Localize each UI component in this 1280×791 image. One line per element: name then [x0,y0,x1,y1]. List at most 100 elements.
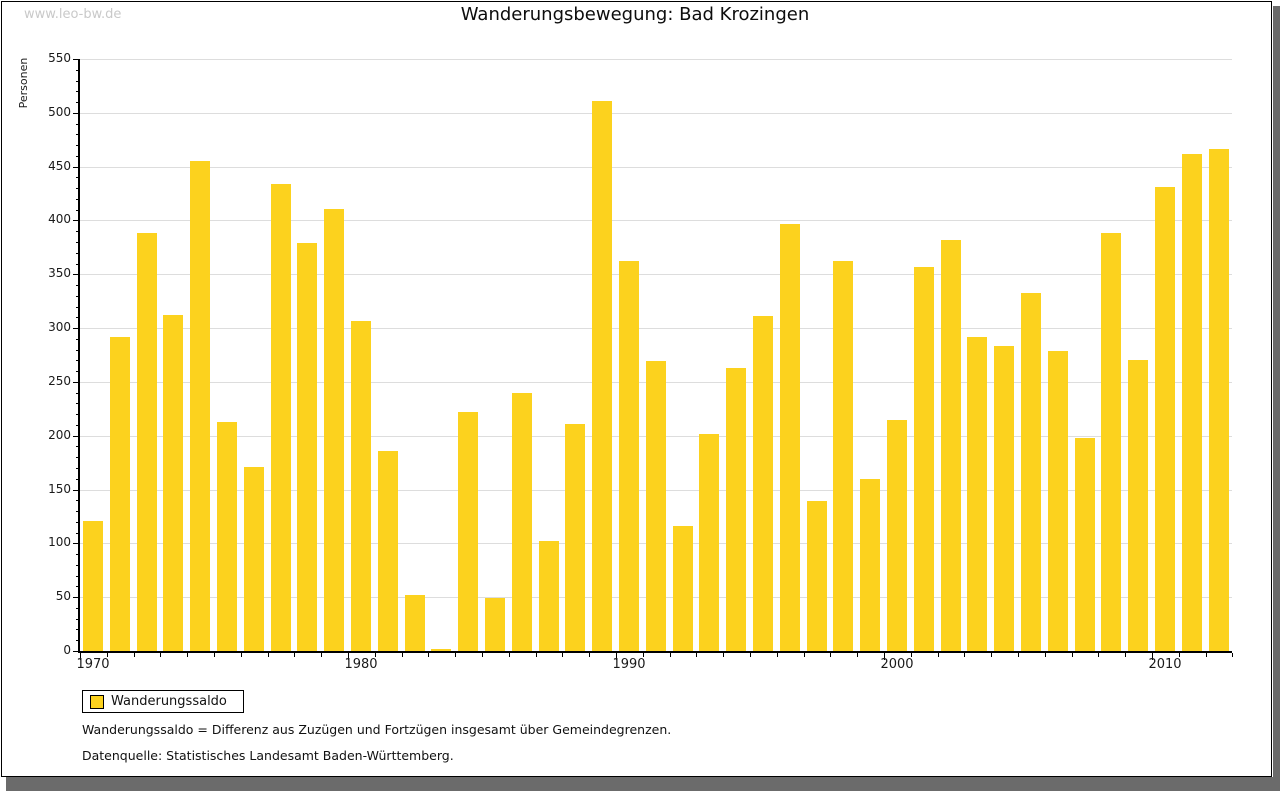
frame-shadow-bottom [6,777,1273,791]
y-tick-490 [76,123,80,125]
footnote-source: Datenquelle: Statistisches Landesamt Bad… [82,748,454,763]
y-axis-line [78,59,80,652]
y-tick-480 [76,134,80,136]
y-tick-60 [76,586,80,588]
y-tick-130 [76,511,80,513]
legend: Wanderungssaldo [82,690,244,713]
y-tick-510 [76,102,80,104]
frame-shadow-right [1273,6,1280,791]
y-tick-310 [76,317,80,319]
y-tick-110 [76,532,80,534]
bar-2008 [1101,233,1122,651]
y-tick-100 [73,543,80,545]
bar-2006 [1047,351,1068,651]
y-tick-50 [73,597,80,599]
bar-2004 [994,346,1015,651]
bar-1971 [109,337,130,651]
y-tick-540 [76,69,80,71]
y-tick-10 [76,640,80,642]
x-tick-27 [803,653,805,657]
y-tick-80 [76,564,80,566]
y-tick-470 [76,145,80,147]
legend-label: Wanderungssaldo [111,694,227,709]
x-tick-8 [294,653,296,657]
y-tick-300 [73,328,80,330]
bar-2001 [913,267,934,651]
plot-area [80,59,1232,651]
y-tick-30 [76,618,80,620]
bar-1998 [833,261,854,651]
x-tick-13 [428,653,430,657]
x-tick-7 [267,653,269,657]
bar-2007 [1074,438,1095,651]
x-tick-2 [133,653,135,657]
x-tick-4 [187,653,189,657]
x-tick-15 [482,653,483,657]
y-tick-0 [73,651,80,652]
y-tick-350 [73,274,80,276]
y-tick-170 [76,468,80,470]
y-tick-label-300: 300 [48,320,71,335]
y-tick-320 [76,306,80,308]
x-tick-10 [348,653,349,660]
y-tick-440 [76,177,80,179]
y-tick-520 [76,91,80,93]
y-tick-220 [76,414,80,416]
x-tick-40 [1152,653,1153,660]
bar-2011 [1181,154,1202,651]
x-tick-31 [910,653,912,657]
x-tick-label-1990: 1990 [612,657,646,672]
footnote-definition: Wanderungssaldo = Differenz aus Zuzügen … [82,722,672,737]
y-tick-410 [76,209,80,211]
y-tick-20 [76,629,80,631]
bar-1972 [136,233,157,651]
x-tick-30 [884,653,885,660]
bar-1994 [726,368,747,651]
x-tick-25 [750,653,751,657]
y-tick-530 [76,80,80,82]
gridline-450 [80,166,1232,168]
x-tick-43 [1232,653,1234,657]
x-tick-19 [589,653,591,657]
bar-2002 [940,240,961,651]
y-tick-250 [73,381,80,383]
y-tick-70 [76,575,80,577]
y-tick-280 [76,349,80,351]
y-tick-90 [76,554,80,556]
y-tick-190 [76,446,80,448]
bar-2012 [1208,149,1229,651]
y-tick-160 [76,478,80,480]
y-tick-230 [76,403,80,405]
x-tick-0 [80,653,81,660]
x-tick-26 [776,653,778,657]
x-tick-28 [830,653,832,657]
y-tick-label-450: 450 [48,158,71,173]
x-tick-12 [401,653,403,657]
y-tick-label-150: 150 [48,481,71,496]
x-tick-label-1980: 1980 [344,657,378,672]
bar-1981 [377,451,398,651]
y-tick-120 [76,521,80,523]
x-tick-23 [696,653,698,657]
gridline-300 [80,328,1232,330]
y-tick-40 [76,607,80,609]
y-tick-260 [76,371,80,373]
y-tick-290 [76,338,80,340]
x-tick-39 [1125,653,1127,657]
bar-2003 [967,337,988,651]
gridline-350 [80,274,1232,276]
y-tick-550 [73,59,80,60]
bar-1999 [860,479,881,651]
legend-swatch [90,695,104,709]
x-tick-3 [160,653,162,657]
x-axis-line [78,651,1232,653]
image-frame-border [1,1,1272,777]
y-tick-430 [76,188,80,190]
bar-1977 [270,184,291,651]
y-tick-500 [73,112,80,114]
y-tick-270 [76,360,80,362]
y-tick-340 [76,285,80,287]
bar-1992 [672,526,693,651]
x-tick-38 [1098,653,1100,657]
y-tick-180 [76,457,80,459]
